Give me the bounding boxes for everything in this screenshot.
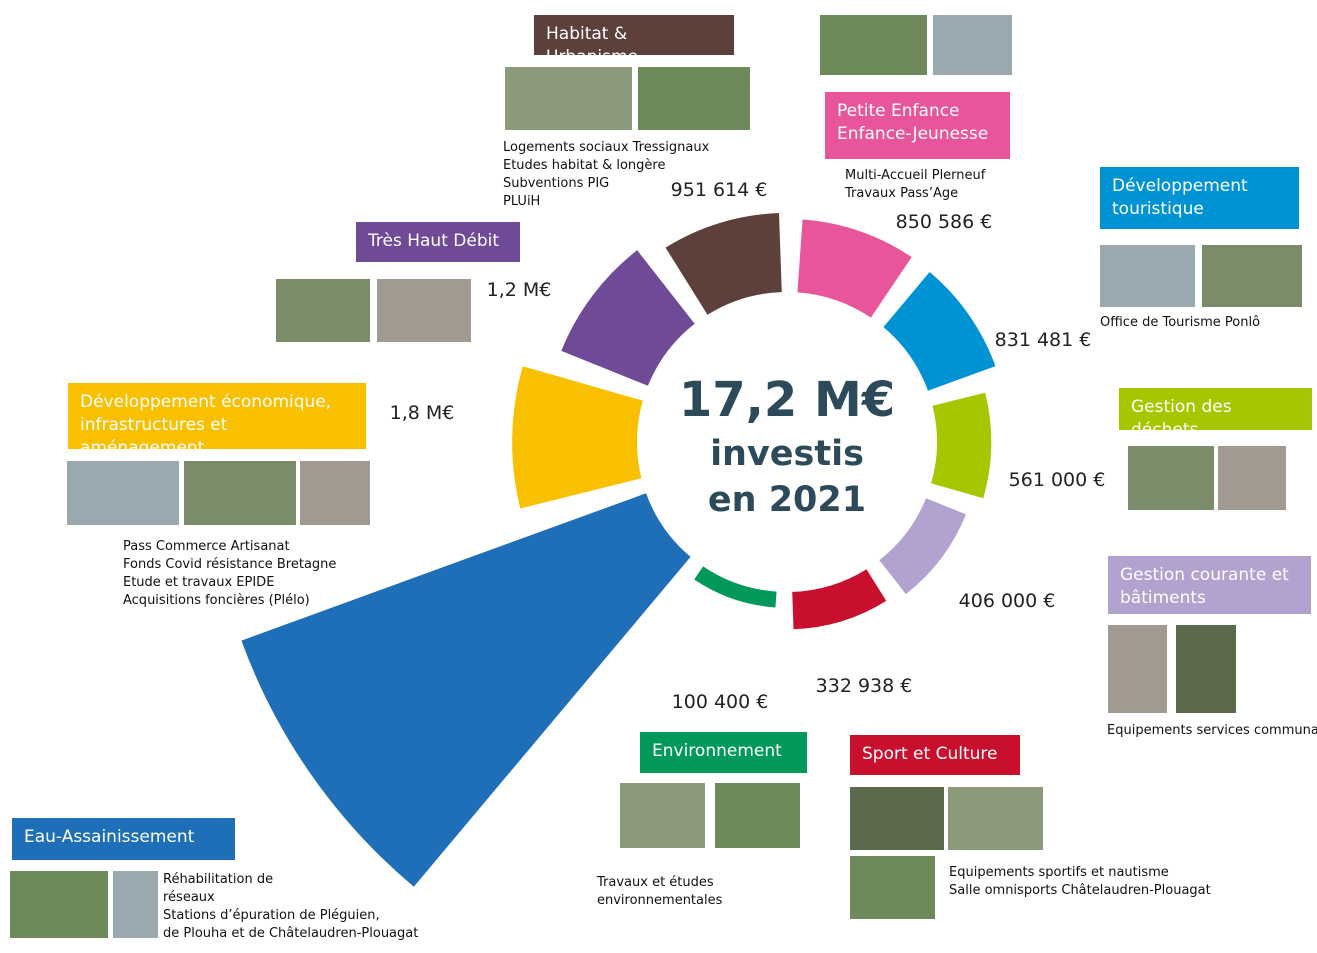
- category-label: Gestion des déchets: [1119, 388, 1312, 440]
- description: Pass Commerce Artisanat: [123, 539, 290, 554]
- photo: [1128, 446, 1214, 510]
- segment: [879, 498, 966, 595]
- description: de Plouha et de Châtelaudren-Plouagat: [163, 926, 419, 941]
- description: Etude et travaux EPIDE: [123, 575, 275, 590]
- segment: [512, 366, 643, 509]
- description: Multi-Accueil Plerneuf: [845, 168, 986, 183]
- photo: [948, 787, 1043, 850]
- value-label: 100 400 €: [671, 691, 769, 713]
- segment: [665, 212, 782, 315]
- category-label: Eau-Assainissement: [12, 818, 235, 860]
- value-label: 831 481 €: [994, 329, 1092, 351]
- description: Fonds Covid résistance Bretagne: [123, 557, 337, 572]
- photo: [113, 871, 158, 938]
- center-subtitle: investis: [710, 434, 864, 474]
- segment: [561, 250, 695, 386]
- photo: [933, 15, 1012, 75]
- value-label: 332 938 €: [815, 675, 913, 697]
- photo: [1176, 625, 1236, 713]
- category-label: Habitat & Urbanisme: [534, 15, 734, 67]
- description: Réhabilitation de: [163, 872, 274, 887]
- description: Etudes habitat & longère: [503, 158, 666, 173]
- photo: [1218, 446, 1286, 510]
- photo: [850, 856, 935, 919]
- description: Travaux Pass’Age: [845, 186, 959, 201]
- center-subtitle: en 2021: [707, 480, 867, 520]
- photo: [377, 279, 471, 342]
- photo: [276, 279, 370, 342]
- category-label: Sport et Culture: [850, 735, 1020, 775]
- value-label: 1,8 M€: [389, 402, 455, 424]
- description: Acquisitions foncières (Plélo): [123, 593, 310, 608]
- category-label: Développement touristique: [1100, 167, 1299, 229]
- value-label: 850 586 €: [895, 211, 993, 233]
- category-label: Petite Enfance Enfance-Jeunesse: [825, 92, 1010, 159]
- photo: [505, 67, 632, 130]
- description: Subventions PIG: [503, 176, 610, 191]
- category-label: Environnement: [640, 732, 807, 773]
- description: Logements sociaux Tressignaux: [503, 140, 710, 155]
- photo: [620, 783, 705, 848]
- value-label: 561 000 €: [1008, 469, 1106, 491]
- value-label: 951 614 €: [670, 179, 768, 201]
- photo: [184, 461, 296, 525]
- photo: [638, 67, 750, 130]
- description: Office de Tourisme Ponlô: [1100, 315, 1261, 330]
- description: Equipements sportifs et nautisme: [949, 865, 1169, 880]
- segment: [694, 566, 777, 608]
- center-title: 17,2 M€: [678, 372, 896, 428]
- segment: [792, 569, 887, 630]
- description: Salle omnisports Châtelaudren-Plouagat: [949, 883, 1211, 898]
- segment: [883, 272, 996, 391]
- photo: [820, 15, 927, 75]
- photo: [10, 871, 108, 938]
- description: Equipements services communa: [1107, 723, 1317, 738]
- segment: [797, 219, 912, 318]
- category-label: Très Haut Débit: [356, 222, 520, 262]
- description: environnementales: [597, 893, 723, 908]
- photo: [715, 783, 800, 848]
- photo: [1108, 625, 1167, 713]
- photo: [1202, 245, 1302, 307]
- photo: [300, 461, 370, 525]
- category-label: Gestion courante et bâtiments: [1108, 556, 1311, 614]
- description: Travaux et études: [597, 875, 714, 890]
- value-label: 406 000 €: [958, 590, 1056, 612]
- value-label: 1,2 M€: [486, 279, 552, 301]
- photo: [850, 787, 944, 850]
- photo: [67, 461, 179, 525]
- segment: [931, 392, 992, 499]
- segment: [241, 493, 691, 887]
- description: PLUiH: [503, 194, 541, 209]
- category-label: Développement économique, infrastructure…: [68, 383, 366, 458]
- photo: [1100, 245, 1195, 307]
- description: réseaux: [163, 890, 215, 905]
- description: Stations d’épuration de Pléguien,: [163, 908, 380, 923]
